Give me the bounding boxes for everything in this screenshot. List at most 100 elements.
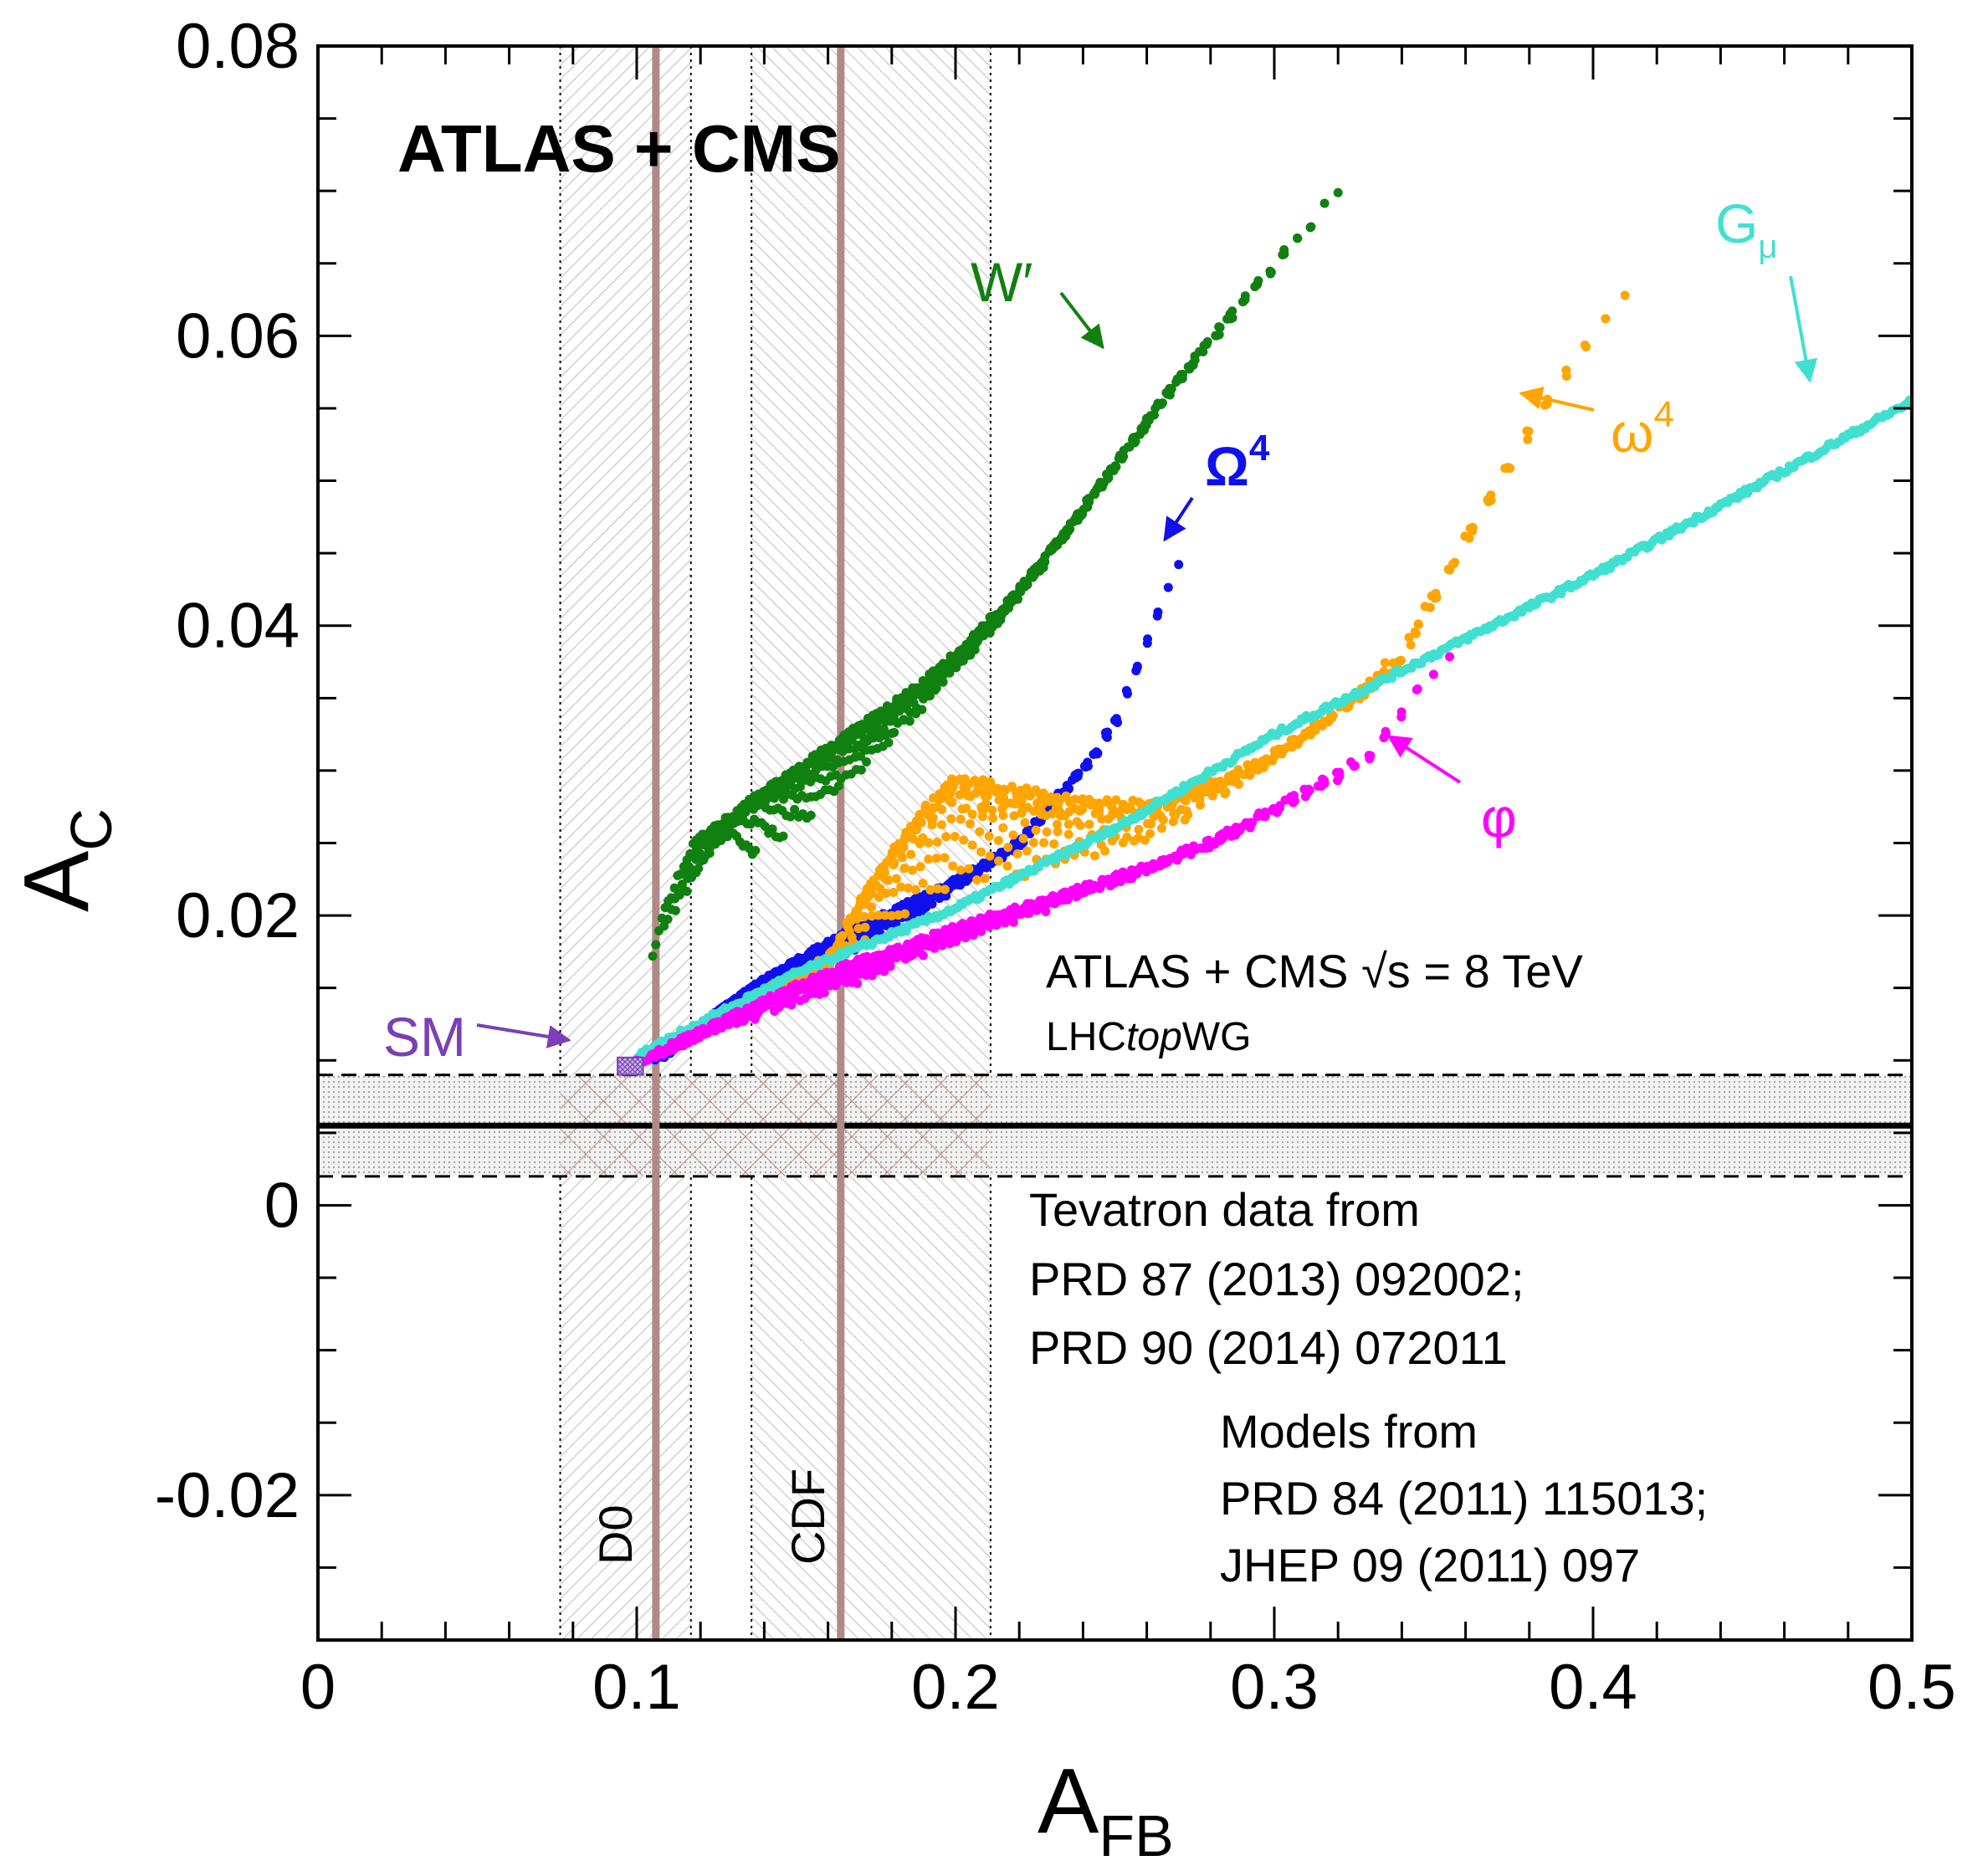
- data-point: [891, 874, 901, 884]
- data-point: [1241, 818, 1251, 828]
- data-point: [966, 650, 976, 660]
- data-point: [1260, 757, 1270, 767]
- data-point: [961, 933, 971, 943]
- data-point: [650, 1053, 660, 1063]
- data-point: [1163, 582, 1173, 592]
- data-point: [1084, 494, 1094, 504]
- data-point: [1102, 469, 1112, 479]
- data-point: [1142, 638, 1152, 648]
- data-point: [980, 874, 990, 884]
- lhc-measurement-label: ATLAS + CMS √s = 8 TeV: [1046, 945, 1583, 997]
- data-point: [911, 946, 921, 956]
- data-point: [956, 865, 966, 875]
- y-axis-title: AC: [5, 808, 124, 912]
- data-point: [1008, 830, 1018, 840]
- data-point: [941, 832, 951, 842]
- x-tick-label: 0: [300, 1652, 336, 1723]
- data-point: [1025, 791, 1035, 801]
- data-point: [884, 738, 894, 748]
- data-point: [1181, 843, 1191, 853]
- data-point: [1346, 757, 1356, 767]
- data-point: [750, 1014, 760, 1024]
- wprime-arrow: [1059, 291, 1104, 350]
- data-point: [1313, 781, 1323, 791]
- data-point: [905, 951, 915, 961]
- data-point: [867, 902, 877, 912]
- data-point: [925, 885, 935, 895]
- data-point: [984, 921, 994, 931]
- data-point: [959, 835, 969, 845]
- phi-arrow: [1386, 735, 1462, 784]
- wprime-label: W′: [971, 251, 1033, 313]
- omega-small-arrow: [1519, 387, 1595, 412]
- data-point: [1050, 899, 1060, 909]
- data-point: [951, 663, 961, 673]
- data-point: [987, 805, 997, 815]
- data-point: [819, 987, 829, 997]
- data-point: [880, 910, 890, 920]
- data-point: [1121, 804, 1131, 814]
- data-point: [899, 864, 909, 874]
- data-point: [1211, 331, 1221, 341]
- data-point: [1286, 735, 1296, 745]
- y-tick-label: 0.04: [176, 591, 300, 662]
- data-point: [683, 874, 693, 884]
- data-point: [1052, 819, 1062, 829]
- data-point: [778, 831, 788, 841]
- data-point: [1196, 800, 1206, 810]
- data-point: [946, 813, 956, 823]
- data-point: [1031, 825, 1041, 835]
- data-point: [936, 940, 946, 950]
- data-point: [1111, 462, 1121, 472]
- data-point: [1066, 797, 1076, 807]
- y-axis-title-sub: C: [59, 808, 124, 851]
- data-point: [982, 792, 992, 802]
- data-point: [889, 887, 899, 897]
- data-point: [1094, 798, 1104, 808]
- data-point: [1222, 314, 1232, 324]
- data-point: [894, 705, 904, 715]
- data-point: [1030, 817, 1040, 827]
- data-point: [767, 824, 777, 834]
- data-point: [955, 790, 965, 800]
- data-point: [937, 804, 947, 814]
- data-point: [1121, 685, 1131, 695]
- data-point: [1267, 805, 1277, 815]
- data-point: [1038, 791, 1048, 801]
- data-point: [1038, 556, 1048, 566]
- omega-small-symbol: ω: [1611, 402, 1654, 464]
- data-point: [1063, 892, 1073, 902]
- data-point: [932, 837, 942, 847]
- data-point: [918, 905, 928, 915]
- data-point: [1413, 619, 1423, 629]
- data-point: [1174, 560, 1184, 570]
- data-point: [1333, 187, 1343, 197]
- data-point: [896, 882, 906, 892]
- data-point: [862, 756, 872, 766]
- data-point: [867, 889, 877, 899]
- data-point: [866, 722, 876, 732]
- data-point: [931, 853, 941, 864]
- data-point: [1332, 767, 1342, 777]
- data-point: [1194, 346, 1204, 356]
- data-point: [833, 781, 843, 791]
- data-point: [1104, 814, 1114, 824]
- x-tick-label: 0.2: [911, 1652, 1000, 1723]
- data-point: [938, 677, 948, 687]
- data-point: [948, 861, 958, 871]
- tevatron-bands: [559, 46, 991, 1640]
- data-point: [651, 940, 661, 950]
- data-point: [930, 943, 940, 953]
- sm-marker: [617, 1056, 644, 1076]
- data-point: [936, 794, 946, 804]
- data-point: [1248, 818, 1258, 828]
- data-point: [1134, 797, 1144, 807]
- data-point: [951, 936, 961, 946]
- data-point: [922, 941, 932, 951]
- data-point: [982, 861, 992, 871]
- data-point: [940, 884, 950, 894]
- models-note-line: JHEP 09 (2011) 097: [1220, 1539, 1640, 1592]
- data-point: [950, 832, 960, 842]
- data-point: [1299, 784, 1309, 794]
- data-point: [998, 810, 1008, 820]
